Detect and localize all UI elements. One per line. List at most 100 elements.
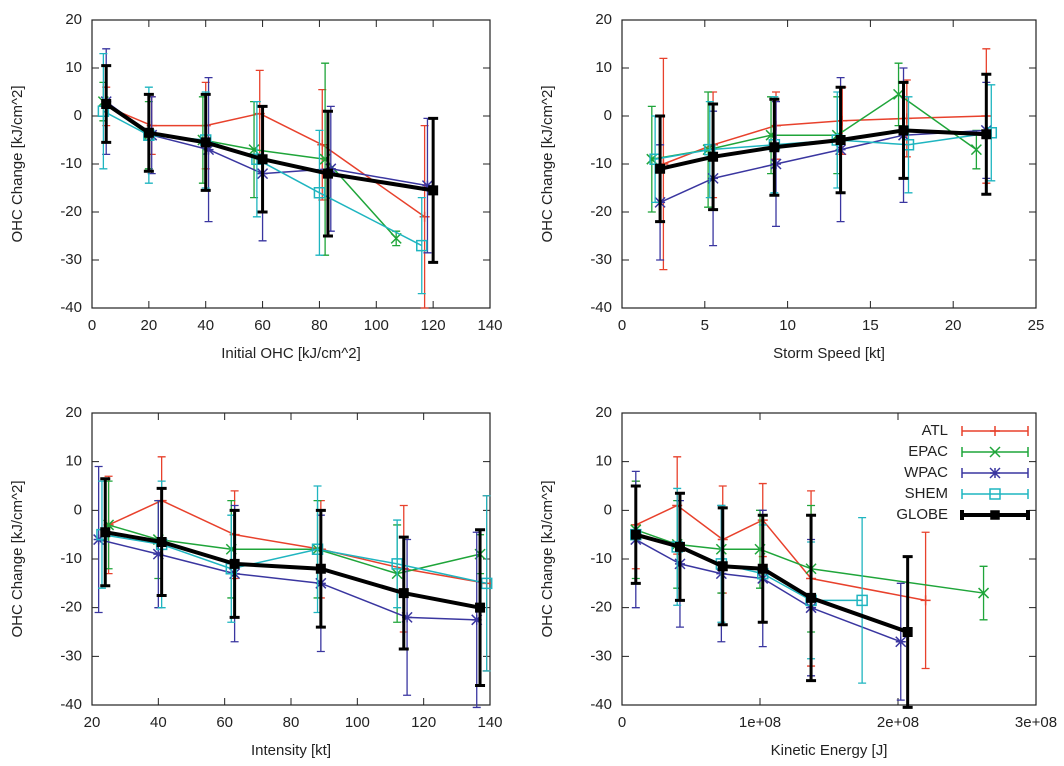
panel: -40 -30 -20 -10 0 10 20 20 40 60 80 100 120 140 Intens… bbox=[9, 404, 503, 759]
series-line bbox=[101, 533, 487, 585]
y-tick-label: 20 bbox=[595, 11, 612, 28]
series-line bbox=[635, 529, 984, 594]
point-marker bbox=[313, 187, 326, 199]
x-tick-label: 100 bbox=[364, 317, 389, 334]
series bbox=[630, 470, 907, 701]
point-marker bbox=[708, 151, 719, 162]
point-marker bbox=[981, 129, 992, 140]
legend-marker bbox=[989, 446, 1001, 458]
y-axis-title: OHC Change [kJ/cm^2] bbox=[9, 85, 26, 242]
point-marker bbox=[895, 636, 907, 648]
point-marker bbox=[770, 158, 782, 170]
y-tick-label: -10 bbox=[590, 155, 612, 172]
y-tick-label: 20 bbox=[65, 404, 82, 421]
x-axis-title: Intensity [kt] bbox=[251, 742, 331, 759]
y-tick-label: 20 bbox=[595, 404, 612, 421]
x-tick-label: 60 bbox=[216, 714, 233, 731]
point-marker bbox=[480, 577, 493, 590]
y-axis-title: OHC Change [kJ/cm^2] bbox=[539, 480, 556, 637]
x-tick-label: 40 bbox=[197, 317, 214, 334]
x-tick-label: 0 bbox=[88, 317, 96, 334]
point-marker bbox=[203, 144, 215, 156]
panel: -40 -30 -20 -10 0 10 20 0 20 40 60 80 100 120 140 Initi… bbox=[9, 11, 503, 362]
legend-marker bbox=[989, 488, 1001, 500]
point-marker bbox=[317, 139, 328, 150]
y-tick-label: 0 bbox=[604, 107, 612, 124]
series bbox=[96, 480, 493, 672]
point-marker bbox=[100, 527, 111, 538]
point-marker bbox=[421, 180, 433, 192]
y-tick-label: 20 bbox=[65, 11, 82, 28]
point-marker bbox=[717, 561, 728, 572]
y-tick-label: 10 bbox=[65, 59, 82, 76]
y-tick-label: 10 bbox=[65, 453, 82, 470]
legend-swatch bbox=[961, 489, 1029, 499]
legend-label: EPAC bbox=[908, 443, 948, 460]
point-marker bbox=[229, 558, 240, 569]
error-bar bbox=[315, 129, 324, 256]
x-tick-label: 10 bbox=[779, 317, 796, 334]
panel: -40 -30 -20 -10 0 10 20 0 5 10 15 20 25 Storm Speed [… bbox=[539, 11, 1044, 362]
point-marker bbox=[391, 558, 403, 570]
point-marker bbox=[416, 239, 428, 252]
x-tick-label: 0 bbox=[618, 714, 626, 731]
point-marker bbox=[200, 137, 211, 148]
y-tick-label: -30 bbox=[590, 647, 612, 664]
point-marker bbox=[630, 529, 641, 540]
y-tick-label: 10 bbox=[595, 453, 612, 470]
y-tick-label: -30 bbox=[590, 251, 612, 268]
point-marker bbox=[837, 115, 848, 126]
point-marker bbox=[475, 602, 486, 613]
y-tick-label: -30 bbox=[60, 251, 82, 268]
error-bar bbox=[482, 495, 491, 672]
y-tick-label: -40 bbox=[590, 299, 612, 316]
y-tick-label: 0 bbox=[604, 501, 612, 518]
x-tick-label: 120 bbox=[411, 714, 436, 731]
point-marker bbox=[152, 548, 164, 560]
series bbox=[655, 72, 992, 224]
series-line bbox=[659, 128, 987, 171]
x-tick-label: 1e+08 bbox=[739, 714, 781, 731]
point-marker bbox=[143, 127, 154, 138]
series-line bbox=[98, 538, 477, 621]
y-tick-label: -30 bbox=[60, 647, 82, 664]
x-tick-label: 0 bbox=[618, 317, 626, 334]
series-line bbox=[108, 499, 487, 585]
point-marker bbox=[806, 592, 817, 603]
legend-marker bbox=[990, 426, 1000, 436]
series-line bbox=[108, 524, 481, 575]
y-tick-label: 10 bbox=[595, 59, 612, 76]
point-marker bbox=[401, 611, 413, 623]
point-marker bbox=[257, 154, 268, 165]
series-line bbox=[635, 538, 902, 643]
x-tick-label: 20 bbox=[141, 317, 158, 334]
point-marker bbox=[898, 125, 909, 136]
series bbox=[646, 62, 982, 213]
error-bar bbox=[904, 96, 913, 194]
x-tick-label: 80 bbox=[311, 317, 328, 334]
series-line bbox=[635, 504, 926, 602]
x-axis-title: Kinetic Energy [J] bbox=[771, 742, 888, 759]
panel: -40 -30 -20 -10 0 10 20 0 1e+08 2e+08 3e+08 Kinetic… bbox=[539, 404, 1057, 759]
y-axis-title: OHC Change [kJ/cm^2] bbox=[539, 85, 556, 242]
legend-label: WPAC bbox=[904, 464, 948, 481]
x-tick-label: 140 bbox=[477, 714, 502, 731]
series bbox=[97, 52, 428, 295]
y-tick-label: 0 bbox=[74, 107, 82, 124]
point-marker bbox=[970, 144, 982, 156]
x-axis-title: Storm Speed [kt] bbox=[773, 345, 885, 362]
point-marker bbox=[902, 627, 913, 637]
point-marker bbox=[419, 211, 430, 222]
y-tick-label: -10 bbox=[60, 550, 82, 567]
y-tick-label: -20 bbox=[590, 203, 612, 220]
point-marker bbox=[769, 142, 780, 153]
x-tick-label: 100 bbox=[345, 714, 370, 731]
y-tick-label: -40 bbox=[590, 696, 612, 713]
point-marker bbox=[856, 594, 868, 607]
y-tick-label: -20 bbox=[60, 599, 82, 616]
x-tick-label: 140 bbox=[477, 317, 502, 334]
x-tick-label: 80 bbox=[283, 714, 300, 731]
legend: ATL EPAC WPAC SHEM GLOBE bbox=[896, 422, 1030, 523]
y-tick-label: -20 bbox=[590, 599, 612, 616]
